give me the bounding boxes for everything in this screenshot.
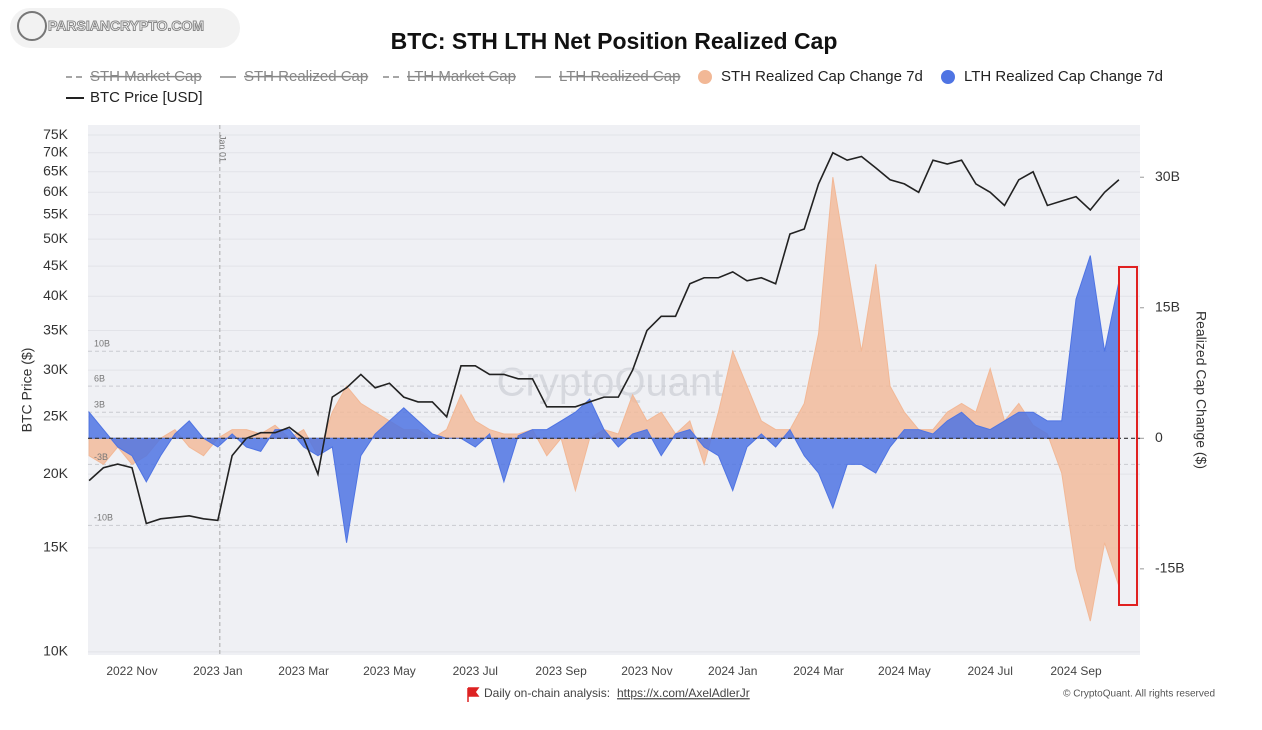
reference-label: -3B (94, 452, 108, 462)
reference-label: 10B (94, 339, 110, 349)
y-tick-label: 60K (43, 183, 69, 199)
x-tick-label: 2024 Sep (1050, 664, 1102, 678)
legend-label: LTH Realized Cap Change 7d (964, 68, 1163, 85)
legend-swatch (698, 70, 712, 84)
legend-hidden-label: STH Realized Cap (244, 68, 368, 85)
annotation-label: Jan 01 (217, 135, 227, 162)
legend-swatch (941, 70, 955, 84)
footer-link[interactable]: https://x.com/AxelAdlerJr (617, 686, 750, 700)
plot-background (88, 125, 1140, 655)
y-tick-label: 50K (43, 230, 69, 246)
x-tick-label: 2024 Jul (968, 664, 1013, 678)
reference-label: 6B (94, 373, 105, 383)
watermark: CryptoQuant (497, 361, 724, 405)
y-tick-label: 70K (43, 143, 69, 159)
y2-axis-label: Realized Cap Change ($) (1193, 311, 1209, 469)
legend-label: BTC Price [USD] (90, 89, 203, 106)
logo-icon (17, 11, 47, 41)
price-line (88, 151, 1120, 525)
reference-label: -10B (94, 513, 113, 523)
legend-hidden-label: STH Market Cap (90, 68, 202, 85)
y-tick-label: 25K (43, 408, 69, 424)
y-axis-label: BTC Price ($) (19, 348, 35, 433)
y-tick-label: 20K (43, 465, 69, 481)
y-tick-label: 40K (43, 287, 69, 303)
x-tick-label: 2023 Mar (278, 664, 329, 678)
area (88, 255, 1120, 543)
copyright: © CryptoQuant. All rights reserved (1063, 689, 1215, 700)
y-tick-label: 75K (43, 126, 69, 142)
logo-text: PARSIANCRYPTO.COM (48, 18, 204, 34)
y-tick-label: 45K (43, 257, 69, 273)
x-tick-label: 2024 Jan (708, 664, 757, 678)
chart-title: BTC: STH LTH Net Position Realized Cap (391, 28, 838, 54)
y2-tick-label: 0 (1155, 429, 1163, 445)
y-tick-label: 10K (43, 643, 69, 659)
logo-badge (10, 8, 240, 48)
x-tick-label: 2022 Nov (106, 664, 157, 678)
x-tick-label: 2023 Jul (453, 664, 498, 678)
y-tick-label: 35K (43, 321, 69, 337)
legend-hidden-label: LTH Realized Cap (559, 68, 680, 85)
x-tick-label: 2023 Nov (621, 664, 672, 678)
y2-tick-label: 30B (1155, 168, 1180, 184)
legend-hidden-label: LTH Market Cap (407, 68, 516, 85)
x-tick-label: 2024 Mar (793, 664, 844, 678)
y-tick-label: 30K (43, 361, 69, 377)
x-tick-label: 2023 May (363, 664, 416, 678)
y2-tick-label: -15B (1155, 560, 1185, 576)
y-tick-label: 65K (43, 162, 69, 178)
reference-label: 3B (94, 400, 105, 410)
highlight-box (1118, 266, 1138, 606)
y2-tick-label: 15B (1155, 298, 1180, 314)
legend-label: STH Realized Cap Change 7d (721, 68, 923, 85)
area (88, 177, 1120, 622)
footer-text: Daily on-chain analysis: (484, 686, 610, 700)
x-tick-label: 2023 Jan (193, 664, 242, 678)
y-tick-label: 55K (43, 205, 69, 221)
y-tick-label: 15K (43, 539, 69, 555)
x-tick-label: 2023 Sep (535, 664, 587, 678)
flag-icon (467, 687, 480, 702)
x-tick-label: 2024 May (878, 664, 931, 678)
